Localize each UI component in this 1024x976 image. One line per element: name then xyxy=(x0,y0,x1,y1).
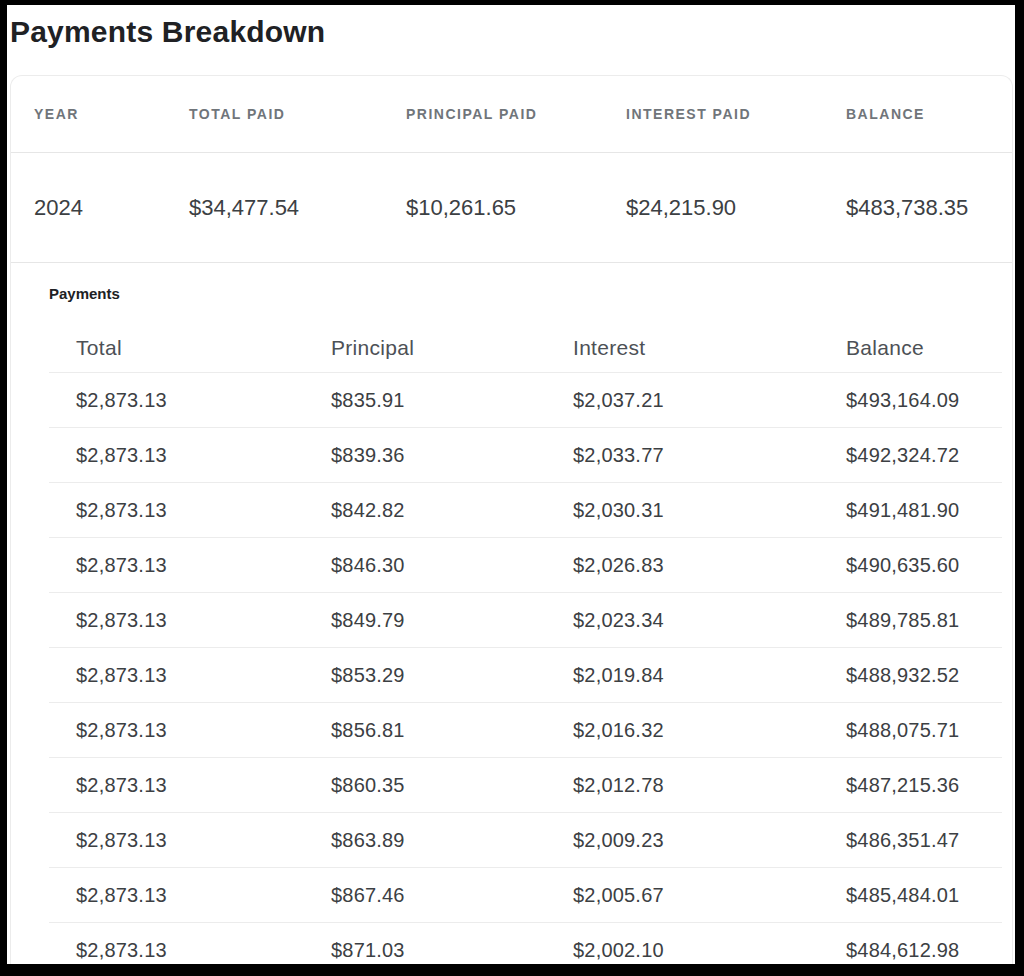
payment-interest: $2,030.31 xyxy=(573,499,846,522)
column-header-principal-paid: PRINCIPAL PAID xyxy=(406,106,626,122)
payment-balance: $486,351.47 xyxy=(846,829,1002,852)
total-paid-value: $34,477.54 xyxy=(189,195,406,221)
payment-principal: $871.03 xyxy=(331,939,573,962)
payment-row: $2,873.13 $853.29 $2,019.84 $488,932.52 xyxy=(49,647,1002,702)
payment-principal: $853.29 xyxy=(331,664,573,687)
payment-interest: $2,005.67 xyxy=(573,884,846,907)
payment-balance: $492,324.72 xyxy=(846,444,1002,467)
payment-balance: $487,215.36 xyxy=(846,774,1002,797)
payment-row: $2,873.13 $846.30 $2,026.83 $490,635.60 xyxy=(49,537,1002,592)
column-header-balance: BALANCE xyxy=(846,106,1012,122)
payments-breakdown-widget: { "title": "Payments Breakdown", "summar… xyxy=(0,0,1024,976)
payment-interest: $2,033.77 xyxy=(573,444,846,467)
payment-principal: $867.46 xyxy=(331,884,573,907)
payment-row: $2,873.13 $863.89 $2,009.23 $486,351.47 xyxy=(49,812,1002,867)
payment-principal: $856.81 xyxy=(331,719,573,742)
payment-row: $2,873.13 $849.79 $2,023.34 $489,785.81 xyxy=(49,592,1002,647)
payment-total: $2,873.13 xyxy=(76,499,331,522)
amortization-table-card: YEAR TOTAL PAID PRINCIPAL PAID INTEREST … xyxy=(10,75,1013,965)
payment-total: $2,873.13 xyxy=(76,389,331,412)
payment-principal: $849.79 xyxy=(331,609,573,632)
interest-paid-value: $24,215.90 xyxy=(626,195,846,221)
payment-row: $2,873.13 $835.91 $2,037.21 $493,164.09 xyxy=(49,372,1002,427)
payment-row: $2,873.13 $839.36 $2,033.77 $492,324.72 xyxy=(49,427,1002,482)
payment-interest: $2,023.34 xyxy=(573,609,846,632)
payment-total: $2,873.13 xyxy=(76,939,331,962)
payment-balance: $485,484.01 xyxy=(846,884,1002,907)
payment-balance: $484,612.98 xyxy=(846,939,1002,962)
summary-header-row: YEAR TOTAL PAID PRINCIPAL PAID INTEREST … xyxy=(11,76,1012,153)
payment-total: $2,873.13 xyxy=(76,444,331,467)
payment-balance: $488,075.71 xyxy=(846,719,1002,742)
payment-total: $2,873.13 xyxy=(76,884,331,907)
payment-interest: $2,002.10 xyxy=(573,939,846,962)
payments-header-row: Total Principal Interest Balance xyxy=(49,323,1002,372)
payments-column-header-interest: Interest xyxy=(573,336,846,360)
payment-row: $2,873.13 $856.81 $2,016.32 $488,075.71 xyxy=(49,702,1002,757)
payments-section-label: Payments xyxy=(49,263,1002,323)
payment-balance: $493,164.09 xyxy=(846,389,1002,412)
payment-interest: $2,016.32 xyxy=(573,719,846,742)
payment-total: $2,873.13 xyxy=(76,609,331,632)
payment-interest: $2,026.83 xyxy=(573,554,846,577)
payment-total: $2,873.13 xyxy=(76,664,331,687)
payment-total: $2,873.13 xyxy=(76,829,331,852)
payment-principal: $842.82 xyxy=(331,499,573,522)
payments-column-header-total: Total xyxy=(76,336,331,360)
payment-row: $2,873.13 $860.35 $2,012.78 $487,215.36 xyxy=(49,757,1002,812)
payments-section: Payments Total Principal Interest Balanc… xyxy=(49,263,1002,965)
payment-interest: $2,037.21 xyxy=(573,389,846,412)
payment-balance: $491,481.90 xyxy=(846,499,1002,522)
principal-paid-value: $10,261.65 xyxy=(406,195,626,221)
payment-total: $2,873.13 xyxy=(76,774,331,797)
year-value: 2024 xyxy=(34,195,189,221)
payments-column-header-principal: Principal xyxy=(331,336,573,360)
payment-principal: $835.91 xyxy=(331,389,573,412)
payment-principal: $863.89 xyxy=(331,829,573,852)
page-title: Payments Breakdown xyxy=(10,14,1015,50)
payment-interest: $2,019.84 xyxy=(573,664,846,687)
column-header-interest-paid: INTEREST PAID xyxy=(626,106,846,122)
payment-row: $2,873.13 $867.46 $2,005.67 $485,484.01 xyxy=(49,867,1002,922)
payment-interest: $2,009.23 xyxy=(573,829,846,852)
payment-principal: $839.36 xyxy=(331,444,573,467)
payment-row: $2,873.13 $842.82 $2,030.31 $491,481.90 xyxy=(49,482,1002,537)
column-header-year: YEAR xyxy=(34,106,189,122)
payment-balance: $488,932.52 xyxy=(846,664,1002,687)
payment-row: $2,873.13 $871.03 $2,002.10 $484,612.98 xyxy=(49,922,1002,965)
column-header-total-paid: TOTAL PAID xyxy=(189,106,406,122)
payment-balance: $490,635.60 xyxy=(846,554,1002,577)
balance-value: $483,738.35 xyxy=(846,195,1012,221)
payment-balance: $489,785.81 xyxy=(846,609,1002,632)
payment-total: $2,873.13 xyxy=(76,554,331,577)
payment-interest: $2,012.78 xyxy=(573,774,846,797)
payment-rows: $2,873.13 $835.91 $2,037.21 $493,164.09 … xyxy=(49,372,1002,965)
payment-total: $2,873.13 xyxy=(76,719,331,742)
payment-principal: $860.35 xyxy=(331,774,573,797)
year-summary-row[interactable]: 2024 $34,477.54 $10,261.65 $24,215.90 $4… xyxy=(11,153,1012,263)
payment-principal: $846.30 xyxy=(331,554,573,577)
payments-column-header-balance: Balance xyxy=(846,336,1002,360)
